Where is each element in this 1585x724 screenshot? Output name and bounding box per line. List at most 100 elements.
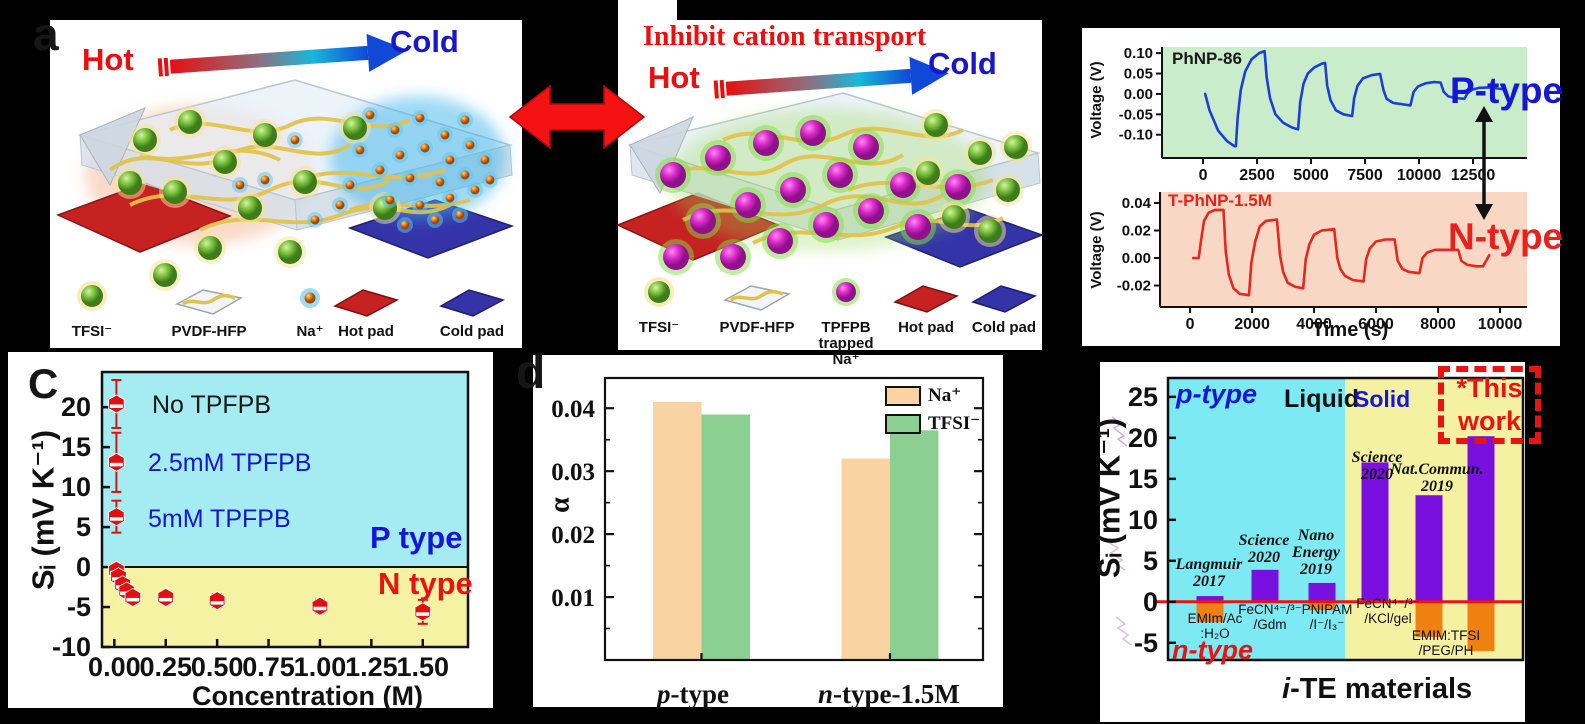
legend-item-coldpad-b: Cold pad xyxy=(952,270,1056,336)
tick-label: 20 xyxy=(1128,423,1158,453)
tick-label: 5 xyxy=(76,512,91,542)
hot-pad-icon xyxy=(333,289,399,317)
trapped-na-sphere xyxy=(720,244,746,270)
panel-c-ylabel: Sᵢ (mV K⁻¹) xyxy=(25,429,61,591)
tick-label: 0 xyxy=(1143,587,1158,617)
voltage-curve xyxy=(1203,49,1503,148)
n-type-corner-label: n-type xyxy=(1172,635,1253,665)
tick-label: 2500 xyxy=(1239,167,1275,184)
positive-bar xyxy=(1415,495,1443,602)
na-ion xyxy=(390,125,400,135)
tick-label: -0.02 xyxy=(1117,278,1151,295)
tick-label: 8000 xyxy=(1420,316,1456,333)
trapped-cations-and-anions xyxy=(655,109,1032,275)
voltage-n-ylabel: Voltage (V) xyxy=(1088,211,1106,289)
trapped-na-sphere xyxy=(800,120,826,146)
tfsi-sphere xyxy=(253,123,277,147)
tick-label: 15 xyxy=(1128,464,1158,494)
marker-stripe xyxy=(159,597,173,602)
annotation-no-tpfpb: No TPFPB xyxy=(152,391,272,419)
solid-region-label: Solid xyxy=(1354,386,1411,412)
bar-TFSI xyxy=(701,414,750,660)
na-ion xyxy=(310,215,320,225)
tick-label: 0 xyxy=(1186,316,1195,333)
data-point xyxy=(157,587,174,607)
na-ion xyxy=(365,110,375,120)
journal-label: Science 2020 xyxy=(1351,449,1403,483)
voltage-p-chart: 0.10 0.05 0.00 -0.05 -0.10 0 2500 5000 7500 10000… xyxy=(1119,45,1527,184)
tick-label: 0.05 xyxy=(1124,66,1153,83)
green-sphere-icon xyxy=(77,281,107,311)
tick-label: 0.02 xyxy=(1122,223,1151,240)
trapped-na-sphere xyxy=(827,162,853,188)
legend-item-hotpad: Hot pad xyxy=(314,274,418,340)
legend-row: Na⁺ xyxy=(885,384,980,407)
annotation-5mm-tpfpb: 5mM TPFPB xyxy=(148,505,291,533)
this-work-line1: *This xyxy=(1456,373,1523,403)
sodium-ion-icon xyxy=(300,288,320,308)
tfsi-anions xyxy=(114,106,401,291)
tfsi-sphere xyxy=(942,205,966,229)
tick-label: -0.10 xyxy=(1119,127,1153,144)
na-ion xyxy=(395,150,405,160)
na-ion xyxy=(460,170,470,180)
hexagon-marker xyxy=(124,587,142,607)
trapped-na-sphere xyxy=(780,177,806,203)
tfsi-sphere xyxy=(996,178,1020,202)
lightning-decoration xyxy=(1107,541,1126,571)
legend-item-pvdf: PVDF-HFP xyxy=(157,274,261,340)
trapped-na-sphere xyxy=(858,198,884,224)
trapped-na-sphere xyxy=(890,172,916,198)
hot-label-b: Hot xyxy=(648,60,700,95)
n-type-region xyxy=(102,567,468,647)
hexagon-marker xyxy=(208,591,226,611)
hexagon-marker xyxy=(414,602,431,622)
tfsi-sphere xyxy=(1004,135,1028,159)
plot-frame xyxy=(603,376,985,662)
legend-swatch xyxy=(885,413,921,434)
marker-stripe xyxy=(126,597,140,602)
na-ion xyxy=(440,130,450,140)
tick-label: 15 xyxy=(61,432,91,462)
na-ion xyxy=(415,113,425,123)
tfsi-sphere xyxy=(163,180,187,204)
positive-bar xyxy=(1251,569,1279,602)
tfsi-sphere xyxy=(198,236,222,260)
legend-item-tpfpb: TPFPB trapped Na⁺ xyxy=(794,270,898,368)
na-ion xyxy=(335,200,345,210)
na-ion xyxy=(415,200,425,210)
polymer-film-icon xyxy=(175,289,244,315)
bar-Na xyxy=(841,458,890,660)
hexagon-marker xyxy=(108,452,125,472)
na-ion xyxy=(465,140,475,150)
tick-label: 0.25 xyxy=(139,652,192,682)
plot-frame xyxy=(100,370,470,649)
voltage-p-ylabel: Voltage (V) xyxy=(1088,61,1106,139)
cold-label-a: Cold xyxy=(390,24,459,59)
legend-swatch xyxy=(885,385,921,406)
data-point xyxy=(108,499,125,534)
material-label: EMIM:TFSI /PEG/PH xyxy=(1411,628,1481,658)
positive-bar xyxy=(1361,462,1389,602)
marker-stripe xyxy=(109,517,123,521)
transference-bar-chart: 0.01 0.02 0.03 0.04 xyxy=(551,376,985,662)
data-point xyxy=(124,587,142,607)
tfsi-sphere xyxy=(118,171,142,195)
legend-item-pvdf-b: PVDF-HFP xyxy=(705,270,809,336)
hexagon-marker xyxy=(108,507,125,527)
tick-label: 10 xyxy=(1128,505,1158,535)
trapped-na-sphere xyxy=(705,145,731,171)
legend-row: TFSI⁻ xyxy=(885,412,980,435)
tick-label: 20 xyxy=(61,392,91,422)
tick-label: 6000 xyxy=(1358,316,1394,333)
this-work-line2: work xyxy=(1457,406,1522,436)
panel-label-d: d xyxy=(516,346,546,399)
material-label: FeCN⁴⁻/³⁻ /Gdm xyxy=(1238,602,1302,632)
trapped-na-sphere xyxy=(853,134,879,160)
tfsi-sphere xyxy=(978,219,1002,243)
na-ion xyxy=(480,155,490,165)
legend-item-tfsi: TFSI⁻ xyxy=(40,274,144,340)
tick-label: -5 xyxy=(1134,628,1158,658)
p-type-corner-label: p-type xyxy=(1176,379,1257,409)
